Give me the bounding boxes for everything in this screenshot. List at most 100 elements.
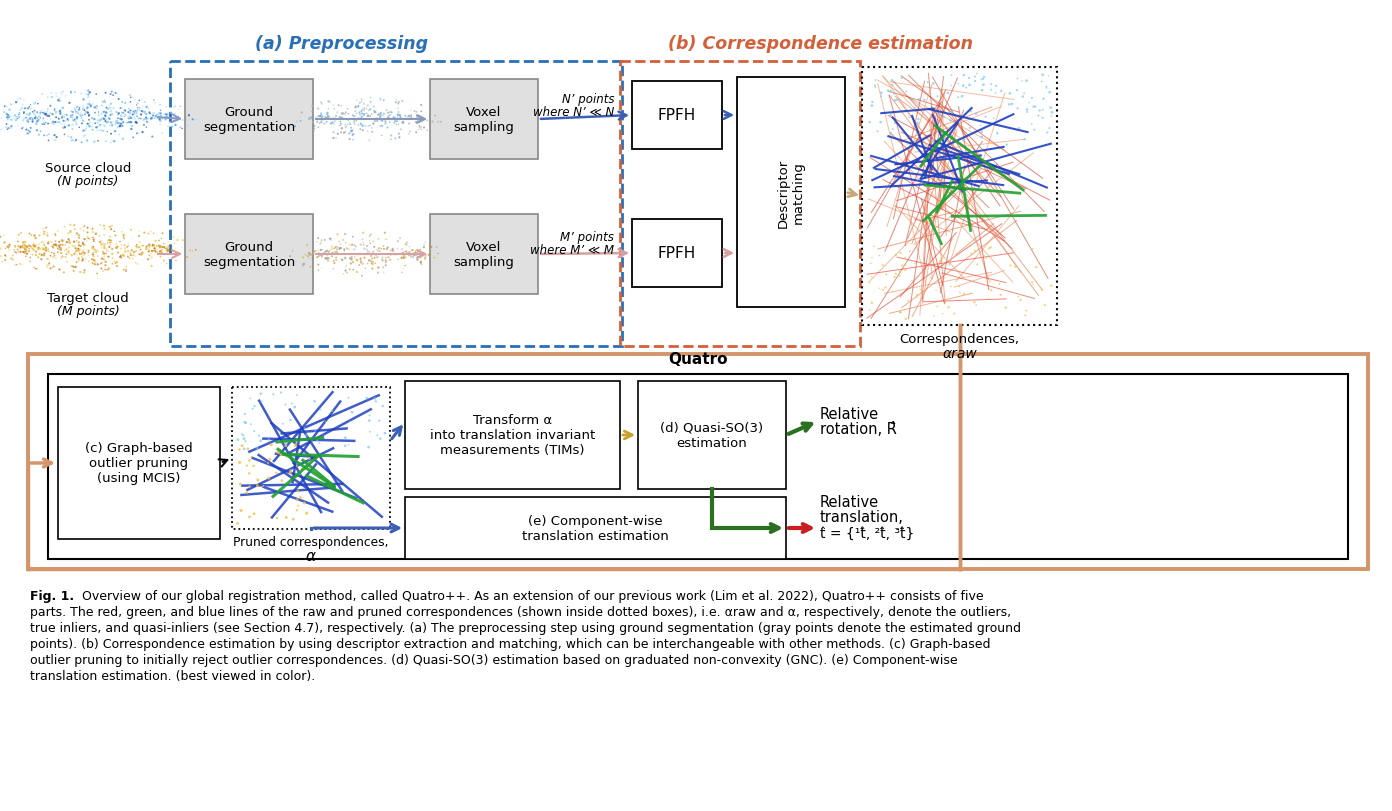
Point: [107, 108, 129, 121]
Point: [70, 109, 92, 122]
Point: [324, 132, 347, 145]
Point: [185, 114, 207, 127]
Point: [405, 117, 427, 130]
Point: [0, 111, 21, 124]
Point: [860, 100, 883, 113]
Point: [63, 114, 85, 127]
Point: [369, 111, 391, 124]
Text: N’ points: N’ points: [561, 93, 614, 106]
Point: [113, 264, 135, 277]
Point: [0, 107, 4, 120]
Point: [238, 511, 260, 524]
Point: [17, 109, 39, 122]
Point: [291, 463, 313, 476]
Point: [61, 135, 84, 148]
Point: [349, 123, 372, 136]
Point: [97, 116, 120, 129]
Point: [330, 118, 352, 131]
Point: [0, 110, 19, 123]
Point: [46, 239, 68, 252]
Point: [100, 118, 122, 131]
Point: [394, 238, 416, 251]
Point: [54, 90, 77, 103]
Point: [77, 89, 99, 102]
Point: [401, 113, 423, 126]
Point: [330, 242, 352, 255]
Point: [36, 236, 58, 249]
Point: [4, 240, 26, 253]
Point: [345, 241, 367, 254]
Point: [386, 94, 408, 107]
Point: [1031, 284, 1054, 297]
Point: [344, 110, 366, 123]
Point: [89, 219, 111, 232]
Point: [35, 109, 57, 122]
Point: [338, 415, 361, 428]
Point: [387, 119, 409, 132]
Point: [7, 229, 29, 242]
Point: [266, 512, 288, 525]
Point: [17, 128, 39, 141]
Point: [965, 108, 987, 121]
Point: [361, 250, 383, 263]
Point: [415, 251, 437, 264]
Point: [986, 127, 1008, 140]
Point: [351, 270, 373, 283]
Point: [970, 74, 992, 87]
Point: [0, 101, 8, 114]
Point: [338, 128, 361, 141]
Point: [246, 479, 269, 492]
Point: [0, 101, 18, 114]
Point: [1036, 81, 1058, 94]
Point: [358, 414, 380, 427]
Point: [65, 249, 88, 262]
Point: [317, 103, 340, 116]
Point: [983, 113, 1005, 126]
Point: [333, 127, 355, 140]
Point: [21, 113, 43, 126]
Point: [319, 111, 341, 124]
Point: [138, 106, 160, 119]
Point: [82, 251, 104, 264]
Point: [84, 236, 106, 249]
Point: [377, 251, 400, 264]
Point: [74, 221, 96, 234]
Point: [373, 227, 395, 240]
Point: [924, 284, 947, 297]
Point: [92, 97, 114, 109]
Point: [870, 117, 892, 130]
Point: [36, 259, 58, 272]
Point: [26, 116, 49, 129]
Point: [26, 108, 49, 121]
Point: [100, 235, 122, 248]
Point: [117, 106, 139, 119]
Point: [372, 255, 394, 268]
Point: [1023, 101, 1045, 114]
Point: [153, 241, 175, 254]
Point: [128, 245, 150, 258]
Point: [231, 428, 253, 441]
Point: [1, 107, 24, 120]
Text: Voxel
sampling: Voxel sampling: [454, 106, 515, 134]
Point: [77, 233, 99, 246]
Point: [63, 241, 85, 254]
Point: [406, 124, 429, 137]
Point: [15, 246, 38, 259]
Point: [980, 242, 1002, 255]
Point: [93, 106, 116, 119]
Point: [863, 241, 885, 254]
Point: [0, 122, 22, 135]
Point: [317, 255, 340, 268]
Point: [405, 106, 427, 119]
Point: [324, 115, 347, 128]
Point: [899, 246, 922, 259]
Point: [19, 108, 42, 121]
Point: [296, 251, 319, 264]
Point: [406, 246, 429, 259]
Point: [156, 109, 178, 122]
Point: [128, 225, 150, 238]
Point: [947, 78, 969, 91]
Point: [100, 221, 122, 234]
Point: [46, 241, 68, 254]
Point: [156, 109, 178, 122]
